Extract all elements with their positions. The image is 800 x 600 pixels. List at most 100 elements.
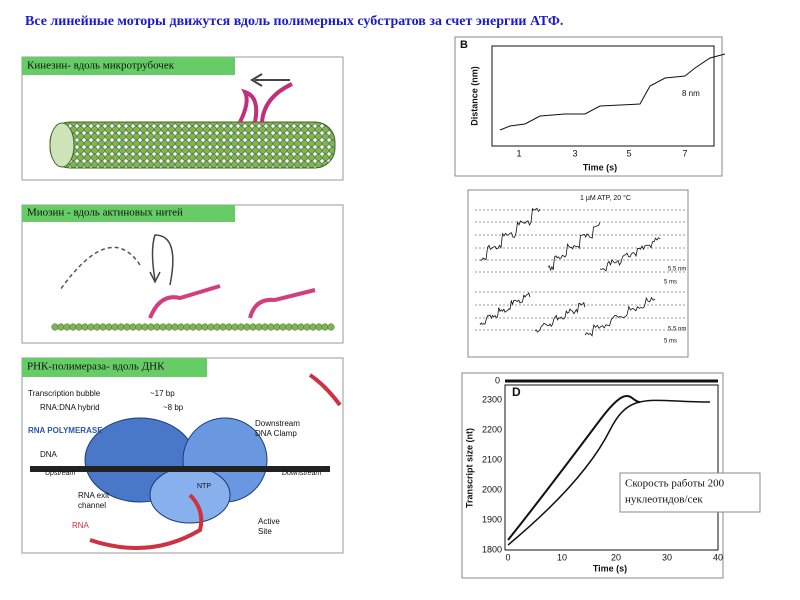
actin-bead — [213, 323, 221, 331]
arrow — [149, 234, 174, 286]
actin-bead — [201, 323, 209, 331]
panel-label: РНК-полимераза- вдоль ДНК — [27, 361, 165, 373]
actin-bead — [249, 323, 257, 331]
figure-label: 40 — [713, 552, 723, 562]
actin-bead — [135, 323, 143, 331]
actin-bead — [255, 323, 263, 331]
figure-label: B — [460, 39, 468, 51]
figure-label: channel — [78, 501, 106, 510]
label-box — [22, 205, 235, 222]
figure-label: 8 nm — [682, 89, 700, 98]
figure-label: D — [512, 385, 521, 399]
dna — [30, 466, 330, 472]
arrow — [59, 246, 141, 291]
figure-label: Transcript size (nt) — [464, 428, 474, 508]
actin-bead — [141, 323, 149, 331]
actin-bead — [189, 323, 197, 331]
actin-bead — [231, 323, 239, 331]
figure-label: NTP — [197, 483, 211, 490]
title: Все линейные моторы движутся вдоль полим… — [25, 14, 563, 29]
figure-label: Time (s) — [583, 162, 617, 172]
figure-label: Downstream — [282, 470, 321, 477]
figure-label: 3 — [572, 148, 577, 158]
figure-label: 2100 — [482, 454, 502, 464]
actin-bead — [123, 323, 131, 331]
actin-bead — [309, 323, 317, 331]
actin-bead — [219, 323, 227, 331]
actin-bead — [63, 323, 71, 331]
actin-bead — [171, 323, 179, 331]
actin-bead — [99, 323, 107, 331]
actin-bead — [207, 323, 215, 331]
actin-bead — [291, 323, 299, 331]
figure-label: 0 — [505, 552, 510, 562]
figure-label: 1 µM ATP, 20 °C — [580, 194, 631, 202]
actin-bead — [111, 323, 119, 331]
figure-label: 2000 — [482, 484, 502, 494]
figure-label: 1900 — [482, 514, 502, 524]
actin-bead — [129, 323, 137, 331]
actin-bead — [51, 323, 59, 331]
figure-label: Distance (nm) — [469, 66, 479, 126]
figure-label: 2300 — [482, 394, 502, 404]
actin-bead — [267, 323, 275, 331]
rna — [89, 493, 204, 550]
figure-c — [467, 189, 689, 358]
actin — [51, 323, 335, 331]
figure-label: Time (s) — [593, 563, 627, 573]
actin-bead — [105, 323, 113, 331]
panel-label: Миозин - вдоль актиновых нитей — [27, 207, 183, 219]
trace — [499, 53, 726, 131]
figure-label: DNA — [40, 450, 58, 459]
figure-label: ~8 bp — [163, 403, 184, 412]
myosin — [148, 284, 316, 319]
actin-bead — [327, 323, 335, 331]
actin-bead — [303, 323, 311, 331]
figure-label: Transcription bubble — [28, 389, 101, 398]
actin-bead — [153, 323, 161, 331]
figure-label: DNA Clamp — [255, 429, 297, 438]
actin-bead — [237, 323, 245, 331]
actin-bead — [243, 323, 251, 331]
figure-b — [454, 36, 723, 177]
note: Скорость работы 200 — [625, 478, 725, 490]
kinesin — [238, 82, 293, 123]
figure-label: ~17 bp — [150, 389, 175, 398]
actin-bead — [279, 323, 287, 331]
figure-label: 5 — [626, 148, 631, 158]
note-box — [619, 472, 761, 513]
figure-label: 30 — [662, 552, 672, 562]
actin-bead — [81, 323, 89, 331]
figure-label: RNA — [72, 521, 90, 530]
actin-bead — [183, 323, 191, 331]
actin-bead — [315, 323, 323, 331]
actin-bead — [195, 323, 203, 331]
actin-bead — [75, 323, 83, 331]
arrow — [250, 73, 290, 87]
trace — [507, 399, 711, 546]
rna — [308, 373, 342, 407]
figure-label: 2200 — [482, 424, 502, 434]
figure-label: 5.5 nm — [668, 327, 686, 333]
actin-bead — [297, 323, 305, 331]
actin-bead — [225, 323, 233, 331]
trace — [479, 207, 541, 261]
figure-label: RNA:DNA hybrid — [40, 403, 100, 412]
figure-label: 1800 — [482, 544, 502, 554]
actin-bead — [177, 323, 185, 331]
figure-label: 7 — [682, 148, 687, 158]
trace — [534, 301, 586, 333]
actin-bead — [87, 323, 95, 331]
figure-label: 0 — [495, 375, 500, 385]
actin-bead — [147, 323, 155, 331]
figure-label: RNA POLYMERASE — [28, 426, 103, 435]
figure-label: 20 — [611, 552, 621, 562]
trace — [584, 296, 656, 337]
axes — [491, 45, 715, 147]
figure-label: Downstream — [255, 419, 300, 428]
label-box — [22, 57, 235, 75]
figure-label: 1 — [516, 148, 521, 158]
label-box — [22, 358, 207, 377]
